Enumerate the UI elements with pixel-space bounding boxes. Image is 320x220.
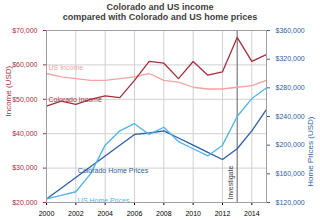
svg-text:2008: 2008 <box>156 210 172 217</box>
svg-text:$40,000: $40,000 <box>12 130 37 137</box>
svg-text:$160,000: $160,000 <box>276 170 305 177</box>
svg-text:2002: 2002 <box>68 210 84 217</box>
svg-text:2006: 2006 <box>127 210 143 217</box>
svg-text:$120,000: $120,000 <box>276 199 305 206</box>
svg-text:2014: 2014 <box>244 210 260 217</box>
svg-text:2010: 2010 <box>185 210 201 217</box>
html-text:Colorado and US income compare: Colorado and US income compared with Col… <box>62 2 258 22</box>
svg-text:Investigate: Investigate <box>227 166 235 200</box>
svg-text:2004: 2004 <box>97 210 113 217</box>
svg-text:$360,000: $360,000 <box>276 27 305 34</box>
svg-text:US Home Prices: US Home Prices <box>77 197 130 204</box>
svg-text:Income (USD): Income (USD) <box>4 65 13 116</box>
svg-text:Home Prices (USD): Home Prices (USD) <box>306 116 315 187</box>
svg-text:2012: 2012 <box>215 210 231 217</box>
svg-text:Colorado Home Prices: Colorado Home Prices <box>78 167 149 174</box>
svg-text:$30,000: $30,000 <box>12 164 37 171</box>
svg-text:$280,000: $280,000 <box>276 84 305 91</box>
svg-text:$20,000: $20,000 <box>12 199 37 206</box>
svg-text:Colorado Income: Colorado Income <box>49 96 102 103</box>
svg-text:2000: 2000 <box>39 210 55 217</box>
svg-text:$60,000: $60,000 <box>12 61 37 68</box>
svg-text:US Income: US Income <box>49 64 84 71</box>
svg-text:$240,000: $240,000 <box>276 113 305 120</box>
svg-text:$70,000: $70,000 <box>12 27 37 34</box>
svg-text:$50,000: $50,000 <box>12 96 37 103</box>
svg-text:$200,000: $200,000 <box>276 141 305 148</box>
svg-text:$320,000: $320,000 <box>276 55 305 62</box>
